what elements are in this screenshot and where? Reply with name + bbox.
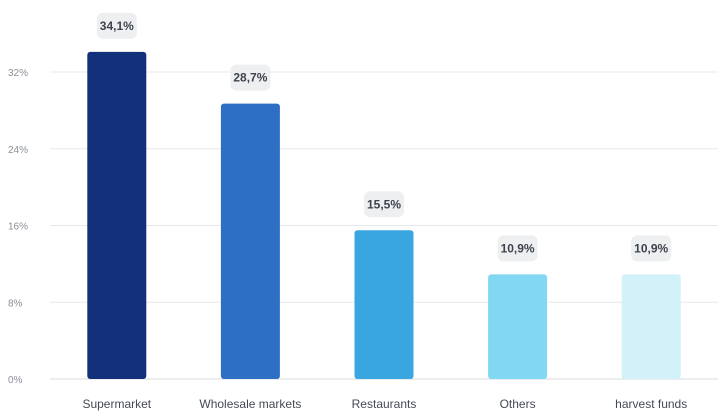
value-label-badge xyxy=(364,191,404,218)
bar xyxy=(220,103,280,380)
value-label: 15,5% xyxy=(367,197,401,211)
y-tick-label: 32% xyxy=(8,68,28,79)
value-label: 28,7% xyxy=(233,71,267,85)
value-label: 10,9% xyxy=(501,241,535,255)
category-label: Others xyxy=(500,397,536,411)
value-labels: 34,1% 28,7% 15,5% 10,9% 10,9% xyxy=(96,12,672,262)
y-tick-label: 24% xyxy=(8,145,28,156)
y-tick-label: 0% xyxy=(8,375,23,386)
category-label: Wholesale markets xyxy=(199,397,301,411)
value-label-badge xyxy=(230,64,271,91)
y-tick-label: 8% xyxy=(8,298,23,309)
category-label: Restaurants xyxy=(352,397,417,411)
value-label-badge xyxy=(96,12,137,39)
bar xyxy=(354,230,414,379)
bar xyxy=(488,274,548,379)
value-label: 10,9% xyxy=(634,241,668,255)
value-label: 34,1% xyxy=(100,19,134,33)
y-axis-ticks: 0% 8% 16% 24% 32% xyxy=(8,68,28,386)
gridlines xyxy=(50,71,718,380)
y-tick-label: 16% xyxy=(8,222,28,233)
bars xyxy=(87,51,681,380)
value-label-badge xyxy=(631,235,672,262)
bar xyxy=(87,51,147,380)
value-label-badge xyxy=(497,235,538,262)
bar xyxy=(621,274,681,379)
category-label: harvest funds xyxy=(615,397,687,411)
x-axis-categories: Supermarket Wholesale markets Restaurants O… xyxy=(82,397,687,411)
category-label: Supermarket xyxy=(82,397,151,411)
